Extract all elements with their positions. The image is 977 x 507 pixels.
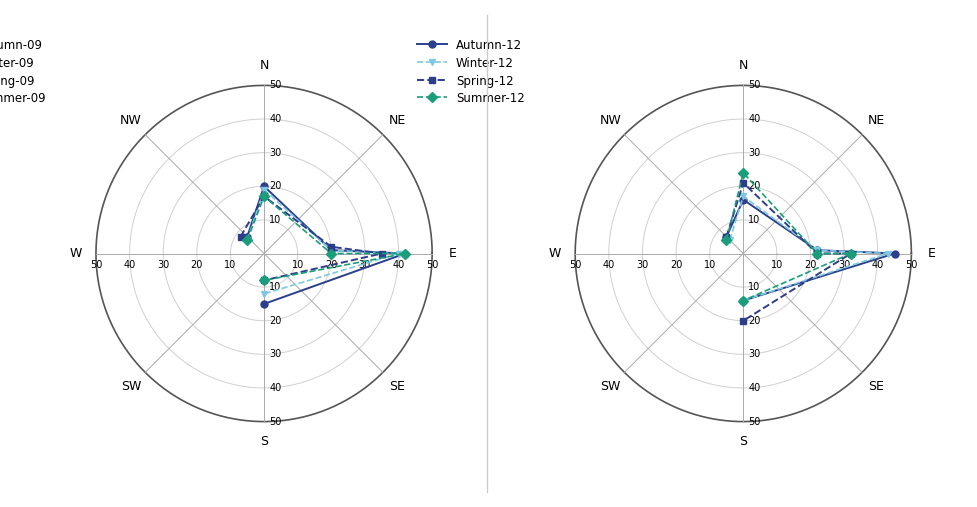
Text: N: N (738, 59, 747, 71)
Text: N: N (259, 59, 269, 71)
Text: 10: 10 (224, 260, 236, 270)
Text: 30: 30 (747, 148, 760, 158)
Text: W: W (69, 247, 82, 260)
Text: SE: SE (389, 380, 404, 393)
Text: 20: 20 (324, 260, 337, 270)
Text: 10: 10 (269, 282, 281, 292)
Text: S: S (739, 436, 746, 448)
Text: 10: 10 (291, 260, 304, 270)
Text: 20: 20 (747, 182, 760, 191)
Text: 50: 50 (269, 81, 281, 90)
Text: 40: 40 (871, 260, 883, 270)
Text: 10: 10 (702, 260, 715, 270)
Text: W: W (548, 247, 561, 260)
Legend: Autumn-09, Winter-09, Spring-09, Summer-09: Autumn-09, Winter-09, Spring-09, Summer-… (0, 35, 49, 109)
Text: 10: 10 (747, 215, 760, 225)
Text: 10: 10 (747, 282, 760, 292)
Text: NW: NW (120, 114, 142, 127)
Text: 40: 40 (269, 383, 281, 393)
Text: 50: 50 (905, 260, 916, 270)
Text: 20: 20 (803, 260, 816, 270)
Text: 40: 40 (602, 260, 615, 270)
Legend: Autumn-12, Winter-12, Spring-12, Summer-12: Autumn-12, Winter-12, Spring-12, Summer-… (413, 35, 528, 109)
Text: 20: 20 (747, 316, 760, 325)
Text: E: E (926, 247, 935, 260)
Text: 40: 40 (392, 260, 404, 270)
Text: 50: 50 (269, 417, 281, 426)
Text: SW: SW (599, 380, 619, 393)
Text: NE: NE (388, 114, 405, 127)
Text: 10: 10 (770, 260, 783, 270)
Text: S: S (260, 436, 268, 448)
Text: 30: 30 (747, 349, 760, 359)
Text: E: E (447, 247, 456, 260)
Text: 10: 10 (269, 215, 281, 225)
Text: 30: 30 (837, 260, 849, 270)
Text: NE: NE (867, 114, 884, 127)
Text: 20: 20 (269, 316, 281, 325)
Text: 40: 40 (269, 114, 281, 124)
Text: 50: 50 (90, 260, 102, 270)
Text: NW: NW (599, 114, 620, 127)
Text: 30: 30 (359, 260, 370, 270)
Text: 40: 40 (747, 383, 760, 393)
Text: 30: 30 (269, 349, 281, 359)
Text: 50: 50 (747, 417, 760, 426)
Text: 50: 50 (569, 260, 580, 270)
Text: 20: 20 (669, 260, 682, 270)
Text: 20: 20 (191, 260, 203, 270)
Text: 30: 30 (157, 260, 169, 270)
Text: 30: 30 (269, 148, 281, 158)
Text: 50: 50 (747, 81, 760, 90)
Text: 20: 20 (269, 182, 281, 191)
Text: SE: SE (868, 380, 883, 393)
Text: 50: 50 (426, 260, 438, 270)
Text: 40: 40 (747, 114, 760, 124)
Text: 40: 40 (123, 260, 136, 270)
Text: 30: 30 (636, 260, 648, 270)
Text: SW: SW (120, 380, 141, 393)
